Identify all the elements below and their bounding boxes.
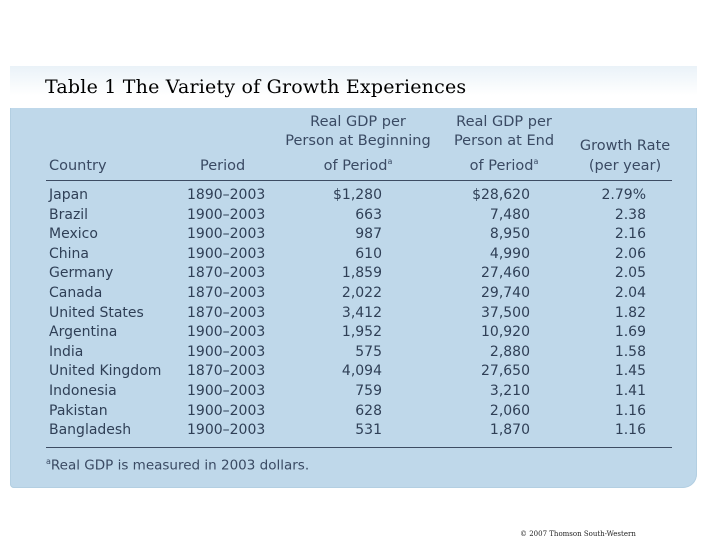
cell-begin: $1,280 [333,187,382,203]
growth-table: Country Period Real GDP per Person at Be… [46,114,672,473]
table-row: United States 1870–2003 3,412 37,500 1.82 [46,304,672,324]
cell-country: Germany [49,265,114,282]
table-row: Mexico 1900–2003 987 8,950 2.16 [46,225,672,245]
cell-begin: 1,859 [341,265,382,282]
cell-growth: 2.79% [601,187,646,203]
table-header: Country Period Real GDP per Person at Be… [46,114,672,180]
header-gdp-begin: Real GDP per Person at Beginning of Peri… [285,113,431,174]
table-row: United Kingdom 1870–2003 4,094 27,650 1.45 [46,362,672,382]
header-rule [46,180,672,181]
cell-period: 1870–2003 [187,284,266,301]
cell-period: 1870–2003 [187,363,266,380]
cell-country: Argentina [49,324,118,341]
title-strip [10,66,697,108]
table-row: Pakistan 1900–2003 628 2,060 1.16 [46,402,672,422]
cell-growth: 2.05 [614,265,646,282]
cell-end: $28,620 [472,187,530,203]
cell-begin: 1,952 [341,324,382,341]
table-row: Canada 1870–2003 2,022 29,740 2.04 [46,284,672,304]
header-gdp-end: Real GDP per Person at End of Perioda [453,113,555,174]
cell-begin: 663 [355,206,382,223]
cell-growth: 1.82 [614,304,646,321]
cell-period: 1900–2003 [187,324,266,341]
cell-growth: 1.69 [614,324,646,341]
cell-growth: 1.16 [614,422,646,439]
table-body: Japan 1890–2003 $1,280 $28,620 2.79% Brazil 19… [46,181,672,441]
slide-title: Table 1 The Variety of Growth Experience… [45,76,467,98]
cell-end: 8,950 [489,226,530,243]
cell-country: Pakistan [49,402,108,419]
table-row: Germany 1870–2003 1,859 27,460 2.05 [46,264,672,284]
table-row: India 1900–2003 575 2,880 1.58 [46,343,672,363]
cell-country: Canada [49,284,103,301]
cell-period: 1900–2003 [187,226,266,243]
cell-country: India [49,343,84,360]
cell-begin: 575 [355,343,382,360]
cell-end: 1,870 [489,422,530,439]
cell-period: 1870–2003 [187,304,266,321]
cell-end: 2,880 [489,343,530,360]
cell-end: 10,920 [481,324,530,341]
cell-period: 1900–2003 [187,206,266,223]
table-row: Indonesia 1900–2003 759 3,210 1.41 [46,382,672,402]
cell-end: 3,210 [489,382,530,399]
cell-end: 7,480 [489,206,530,223]
table-row: Japan 1890–2003 $1,280 $28,620 2.79% [46,186,672,206]
table-row: Bangladesh 1900–2003 531 1,870 1.16 [46,421,672,441]
cell-end: 27,650 [481,363,530,380]
copyright: © 2007 Thomson South-Western [520,530,636,538]
table-row: Argentina 1900–2003 1,952 10,920 1.69 [46,323,672,343]
header-growth-rate: Growth Rate (per year) [579,138,671,174]
cell-end: 37,500 [481,304,530,321]
cell-begin: 2,022 [341,284,382,301]
cell-country: United States [49,304,144,321]
cell-country: Japan [49,187,89,203]
cell-growth: 2.16 [614,226,646,243]
cell-period: 1900–2003 [187,382,266,399]
cell-begin: 3,412 [341,304,382,321]
cell-country: Indonesia [49,382,117,399]
table-row: China 1900–2003 610 4,990 2.06 [46,245,672,265]
cell-end: 4,990 [489,245,530,262]
cell-growth: 2.38 [614,206,646,223]
cell-growth: 1.16 [614,402,646,419]
cell-begin: 531 [355,422,382,439]
cell-growth: 1.58 [614,343,646,360]
cell-begin: 628 [355,402,382,419]
cell-country: China [49,245,89,262]
cell-period: 1900–2003 [187,422,266,439]
cell-country: Mexico [49,226,98,243]
cell-growth: 2.04 [614,284,646,301]
cell-end: 2,060 [489,402,530,419]
cell-end: 29,740 [481,284,530,301]
table-row: Brazil 1900–2003 663 7,480 2.38 [46,206,672,226]
cell-begin: 759 [355,382,382,399]
cell-period: 1900–2003 [187,402,266,419]
cell-begin: 610 [355,245,382,262]
cell-country: Brazil [49,206,89,223]
cell-growth: 1.45 [614,363,646,380]
header-country: Country [49,157,107,174]
cell-growth: 1.41 [614,382,646,399]
cell-begin: 987 [355,226,382,243]
cell-begin: 4,094 [341,363,382,380]
footnote: aReal GDP is measured in 2003 dollars. [46,446,672,473]
cell-end: 27,460 [481,265,530,282]
cell-growth: 2.06 [614,245,646,262]
header-period: Period [200,157,246,174]
cell-period: 1900–2003 [187,245,266,262]
cell-period: 1890–2003 [187,187,266,203]
cell-period: 1870–2003 [187,265,266,282]
cell-country: Bangladesh [49,422,132,439]
cell-country: United Kingdom [49,363,162,380]
table-panel [10,66,697,488]
cell-period: 1900–2003 [187,343,266,360]
